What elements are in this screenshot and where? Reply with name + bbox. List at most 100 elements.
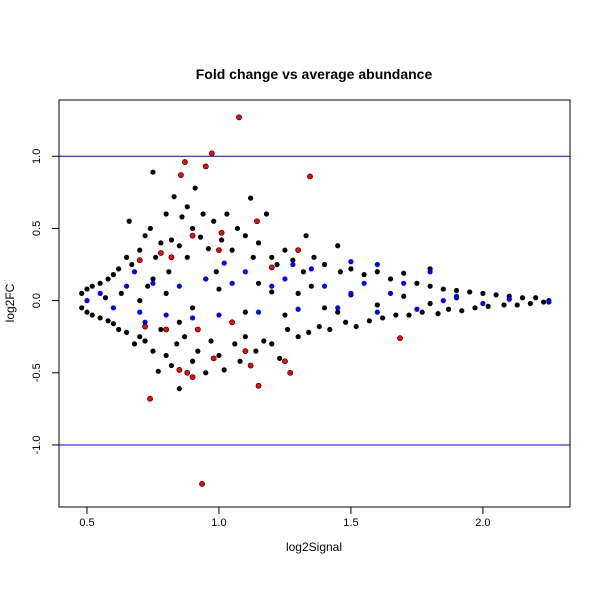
point-all — [105, 318, 111, 324]
point-all — [255, 280, 262, 286]
point-all — [250, 254, 256, 260]
point-highlighted — [242, 269, 248, 275]
point-highlighted — [163, 312, 169, 318]
point-all — [282, 247, 288, 253]
point-all — [255, 240, 262, 246]
point-all — [116, 266, 122, 272]
point-highlighted — [401, 280, 407, 286]
point-all — [97, 280, 103, 286]
point-significant — [199, 481, 205, 487]
point-significant — [178, 172, 184, 178]
point-all — [205, 246, 211, 252]
point-all — [137, 298, 143, 304]
point-highlighted — [374, 309, 380, 315]
point-all — [472, 305, 478, 311]
point-all — [197, 234, 204, 240]
point-highlighted — [110, 305, 116, 311]
point-significant — [295, 247, 302, 253]
point-highlighted — [361, 280, 367, 286]
point-all — [343, 319, 349, 325]
point-all — [221, 367, 227, 373]
point-all — [147, 225, 153, 232]
y-axis-label: log2FC — [3, 283, 17, 322]
point-highlighted — [440, 298, 446, 304]
point-all — [303, 233, 309, 239]
point-all — [321, 261, 328, 268]
point-all — [158, 240, 164, 246]
point-highlighted — [348, 259, 354, 265]
point-all — [216, 352, 222, 359]
y-tick-label: 0.0 — [31, 293, 43, 308]
point-all — [176, 243, 182, 249]
point-significant — [184, 369, 191, 376]
point-all — [131, 341, 138, 347]
point-significant — [216, 247, 222, 253]
point-all — [97, 315, 103, 321]
point-all — [300, 269, 307, 275]
point-all — [306, 329, 312, 335]
point-all — [153, 254, 159, 260]
point-all — [189, 358, 196, 364]
point-all — [123, 254, 130, 260]
point-all — [142, 338, 148, 344]
point-all — [189, 305, 196, 311]
point-all — [435, 311, 441, 317]
point-all — [316, 323, 322, 330]
point-all — [208, 338, 214, 344]
point-highlighted — [84, 298, 90, 304]
point-all — [123, 329, 130, 335]
point-significant — [189, 374, 196, 381]
point-all — [158, 326, 164, 333]
y-axis: -1.0 -0.5 0.0 0.5 1.0 — [31, 149, 60, 454]
point-all — [261, 338, 267, 344]
point-all — [459, 308, 465, 314]
point-significant — [189, 232, 196, 239]
point-all — [253, 348, 259, 354]
point-all — [195, 348, 201, 354]
point-all — [142, 233, 148, 239]
point-significant — [182, 159, 188, 165]
point-highlighted — [348, 290, 354, 296]
point-all — [129, 261, 135, 268]
point-highlighted — [97, 290, 103, 296]
point-all — [467, 289, 473, 295]
point-significant — [268, 264, 275, 271]
point-all — [182, 334, 188, 340]
point-all — [374, 269, 380, 275]
point-all — [211, 218, 217, 224]
point-highlighted — [308, 266, 314, 272]
y-tick-label: -1.0 — [31, 435, 43, 454]
point-highlighted — [255, 309, 262, 315]
point-all — [453, 287, 460, 294]
point-all — [427, 283, 433, 289]
point-significant — [208, 150, 215, 157]
point-all — [321, 305, 328, 311]
point-all — [480, 290, 486, 296]
x-tick-label: 0.5 — [79, 517, 94, 529]
point-highlighted — [427, 269, 433, 275]
point-all — [427, 300, 433, 307]
point-highlighted — [131, 269, 138, 275]
point-all — [335, 243, 341, 249]
point-all — [533, 295, 539, 301]
point-all — [485, 303, 491, 309]
point-all — [192, 185, 198, 191]
point-highlighted — [150, 280, 156, 286]
point-all — [184, 254, 190, 260]
point-all — [150, 276, 156, 282]
point-all — [216, 286, 222, 292]
point-all — [203, 370, 209, 376]
point-significant — [210, 355, 217, 362]
point-highlighted — [282, 276, 288, 282]
point-all — [118, 290, 124, 296]
point-highlighted — [453, 293, 460, 299]
point-all — [237, 358, 243, 364]
point-all — [213, 269, 219, 275]
point-all — [110, 321, 116, 327]
point-all — [224, 211, 230, 217]
point-highlighted — [290, 261, 296, 268]
point-all — [84, 286, 90, 292]
point-all — [176, 319, 182, 325]
x-tick-label: 1.0 — [211, 517, 226, 529]
point-significant — [287, 369, 294, 376]
